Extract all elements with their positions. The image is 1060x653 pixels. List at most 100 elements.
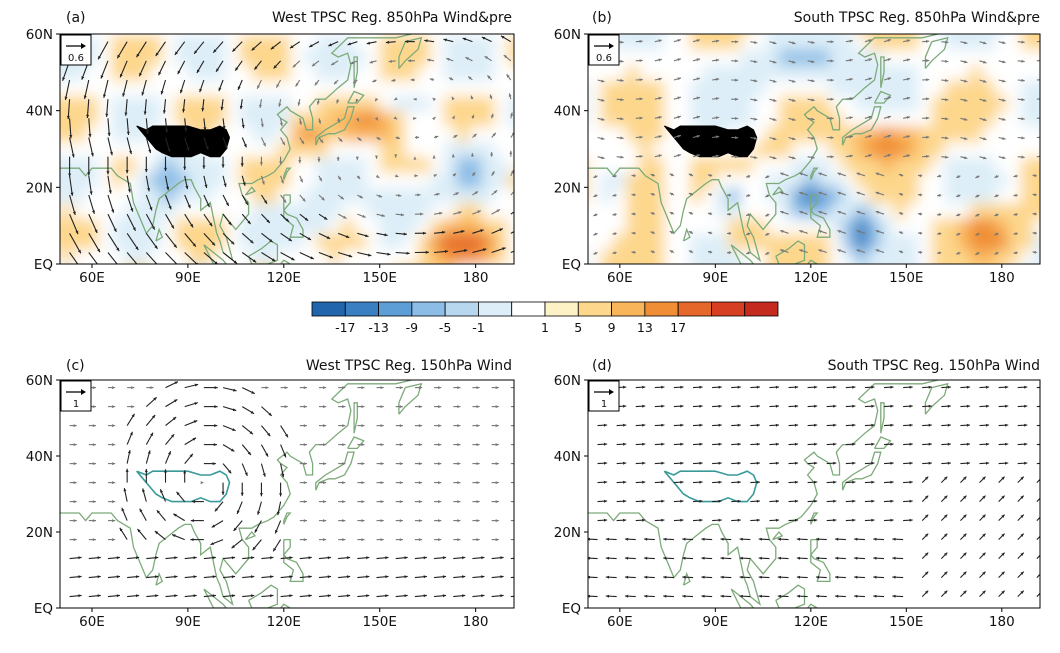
precip-cell <box>98 218 111 234</box>
precip-cell <box>843 233 856 249</box>
precip-cell <box>341 264 354 280</box>
precip-cell <box>843 157 856 173</box>
precip-cell <box>957 141 970 157</box>
precip-cell <box>482 80 495 96</box>
y-tick-label: 60N <box>26 373 53 389</box>
precip-cell <box>111 34 124 50</box>
y-tick-label: EQ <box>34 601 53 617</box>
precip-cell <box>188 111 201 127</box>
precip-cell <box>613 19 626 35</box>
precip-cell <box>575 141 588 157</box>
precip-cell <box>329 141 342 157</box>
precip-cell <box>715 157 728 173</box>
precip-cell <box>341 157 354 173</box>
precip-cell <box>303 218 316 234</box>
precip-cell <box>894 218 907 234</box>
precip-cell <box>575 80 588 96</box>
precip-cell <box>239 19 252 35</box>
precip-cell <box>970 95 983 111</box>
precip-cell <box>945 172 958 188</box>
precip-cell <box>520 111 533 127</box>
precip-cell <box>868 264 881 280</box>
y-tick-label: EQ <box>562 257 581 273</box>
precip-cell <box>779 19 792 35</box>
precip-cell <box>881 126 894 142</box>
precip-cell <box>855 34 868 50</box>
precip-cell <box>868 233 881 249</box>
precip-cell <box>265 49 278 65</box>
precip-cell <box>626 233 639 249</box>
precip-cell <box>418 264 431 280</box>
precip-cell <box>111 141 124 157</box>
precip-cell <box>393 203 406 219</box>
precip-cell <box>213 19 226 35</box>
x-tick-label: 180 <box>989 614 1015 630</box>
precip-cell <box>226 111 239 127</box>
precip-cell <box>855 65 868 81</box>
precip-cell <box>150 187 163 203</box>
reference-vector-box: 1 <box>589 381 619 411</box>
precip-cell <box>792 187 805 203</box>
precip-cell <box>226 34 239 50</box>
precip-cell <box>393 233 406 249</box>
precip-cell <box>690 233 703 249</box>
precip-cell <box>843 111 856 127</box>
precip-cell <box>932 80 945 96</box>
precip-cell <box>252 95 265 111</box>
precip-cell <box>520 19 533 35</box>
precip-cell <box>456 126 469 142</box>
precip-cell <box>405 126 418 142</box>
precip-cell <box>639 233 652 249</box>
precip-cell <box>175 249 188 265</box>
precip-cell <box>906 233 919 249</box>
precip-cell <box>495 126 508 142</box>
precip-cell <box>329 172 342 188</box>
precip-cell <box>162 264 175 280</box>
precip-cell <box>520 218 533 234</box>
precip-cell <box>817 157 830 173</box>
precip-cell <box>957 203 970 219</box>
precip-cell <box>728 157 741 173</box>
precip-cell <box>754 172 767 188</box>
precip-cell <box>626 157 639 173</box>
precip-cell <box>1021 126 1034 142</box>
precip-cell <box>188 49 201 65</box>
precip-cell <box>970 157 983 173</box>
precip-cell <box>677 19 690 35</box>
precip-cell <box>957 172 970 188</box>
precip-cell <box>418 218 431 234</box>
precip-cell <box>766 19 779 35</box>
precip-cell <box>367 233 380 249</box>
precip-cell <box>482 187 495 203</box>
precip-cell <box>957 249 970 265</box>
wind-arrowhead <box>1041 59 1044 62</box>
precip-cell <box>881 249 894 265</box>
precip-cell <box>175 157 188 173</box>
precip-cell <box>588 264 601 280</box>
precip-cell <box>405 264 418 280</box>
precip-cell <box>741 65 754 81</box>
precip-cell <box>792 65 805 81</box>
precip-cell <box>239 264 252 280</box>
precip-cell <box>804 49 817 65</box>
precip-cell <box>843 141 856 157</box>
precip-cell <box>47 203 60 219</box>
precip-cell <box>520 264 533 280</box>
colorbar-label: 13 <box>637 320 653 335</box>
colorbar-swatch <box>345 302 378 316</box>
precip-cell <box>239 172 252 188</box>
x-tick-label: 180 <box>463 614 489 630</box>
panel-c-label: (c) <box>66 358 85 374</box>
precip-cell <box>520 157 533 173</box>
precip-cell <box>626 49 639 65</box>
precip-cell <box>754 80 767 96</box>
precip-cell <box>957 65 970 81</box>
precip-cell <box>995 203 1008 219</box>
precip-cell <box>405 65 418 81</box>
precip-cell <box>728 19 741 35</box>
precip-cell <box>150 95 163 111</box>
precip-cell <box>1008 95 1021 111</box>
precip-cell <box>613 249 626 265</box>
precip-cell <box>664 187 677 203</box>
precip-cell <box>418 95 431 111</box>
